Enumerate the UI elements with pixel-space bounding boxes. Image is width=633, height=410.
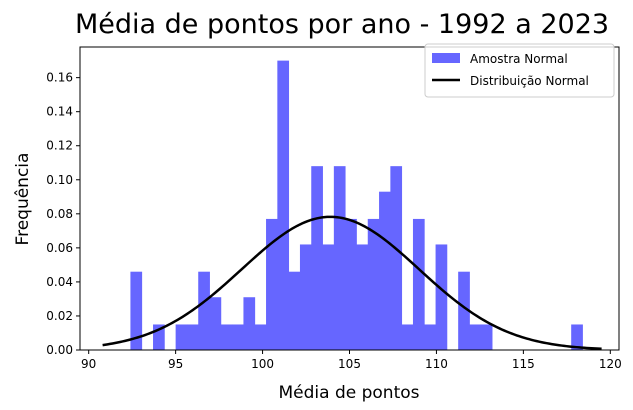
y-tick-label-1: 0.02 [46, 309, 73, 323]
histogram-bar-23 [412, 218, 425, 350]
y-tick-label-7: 0.14 [46, 105, 73, 119]
x-tick-label-1: 95 [168, 357, 183, 371]
histogram-bar-3 [186, 324, 199, 350]
histogram-bar-27 [469, 324, 482, 350]
histogram-bar-20 [379, 191, 391, 350]
histogram-bar-22 [401, 324, 414, 350]
histogram-bar-24 [424, 324, 436, 350]
histogram-bar-10 [266, 218, 278, 350]
histogram-bar-28 [480, 324, 493, 350]
y-tick-label-0: 0.00 [46, 343, 73, 357]
y-axis-title: Frequência [13, 153, 33, 246]
x-tick-label-3: 105 [338, 357, 361, 371]
histogram-bar-26 [458, 271, 470, 350]
histogram-bar-0 [130, 271, 143, 350]
histogram-bar-7 [232, 324, 244, 350]
histogram-bar-18 [356, 244, 369, 350]
normal-distribution-curve [102, 215, 602, 351]
y-tick-label-5: 0.10 [46, 173, 73, 187]
histogram-bar-13 [299, 244, 312, 350]
histogram-bar-1 [153, 324, 165, 350]
legend-label-distribuicao: Distribuição Normal [470, 74, 589, 88]
x-axis-title: Média de pontos [278, 383, 419, 403]
legend-swatch-amostra [432, 53, 460, 63]
x-tick-label-2: 100 [251, 357, 274, 371]
histogram-bar-4 [198, 271, 210, 350]
histogram-bar-17 [345, 218, 357, 350]
histogram-bar-6 [220, 324, 233, 350]
y-tick-label-6: 0.12 [46, 139, 73, 153]
histogram-bar-12 [288, 271, 301, 350]
x-axis-ticks: 90 95 100 105 110 115 120 [81, 350, 622, 371]
histogram-bar-15 [322, 244, 335, 350]
histogram-bar-29 [571, 324, 583, 350]
chart-title: Média de pontos por ano - 1992 a 2023 [75, 9, 609, 40]
histogram-bar-5 [209, 297, 222, 350]
x-tick-label-0: 90 [81, 357, 96, 371]
legend-label-amostra: Amostra Normal [470, 52, 568, 66]
histogram-bars [130, 60, 583, 351]
y-axis-ticks: 0.00 0.02 0.04 0.06 0.08 0.10 0.12 0.14 0.16 [46, 71, 80, 357]
histogram-bar-19 [367, 218, 380, 350]
y-tick-label-2: 0.04 [46, 275, 73, 289]
y-tick-label-8: 0.16 [46, 71, 73, 85]
legend: Amostra Normal Distribuição Normal [424, 43, 615, 98]
histogram-bar-9 [254, 324, 267, 350]
histogram-bar-11 [277, 60, 290, 351]
y-tick-label-4: 0.08 [46, 207, 73, 221]
x-tick-label-6: 120 [599, 357, 622, 371]
histogram-bar-2 [175, 324, 188, 350]
normal-curve-layer [102, 215, 602, 351]
histogram-bar-14 [311, 166, 323, 350]
histogram-bar-8 [243, 297, 256, 350]
x-tick-label-4: 110 [425, 357, 448, 371]
legend-box [424, 43, 615, 98]
x-tick-label-5: 115 [512, 357, 535, 371]
y-tick-label-3: 0.06 [46, 241, 73, 255]
histogram-bar-21 [390, 166, 403, 350]
histogram-bar-25 [435, 244, 448, 350]
histogram-bar-16 [333, 166, 346, 350]
